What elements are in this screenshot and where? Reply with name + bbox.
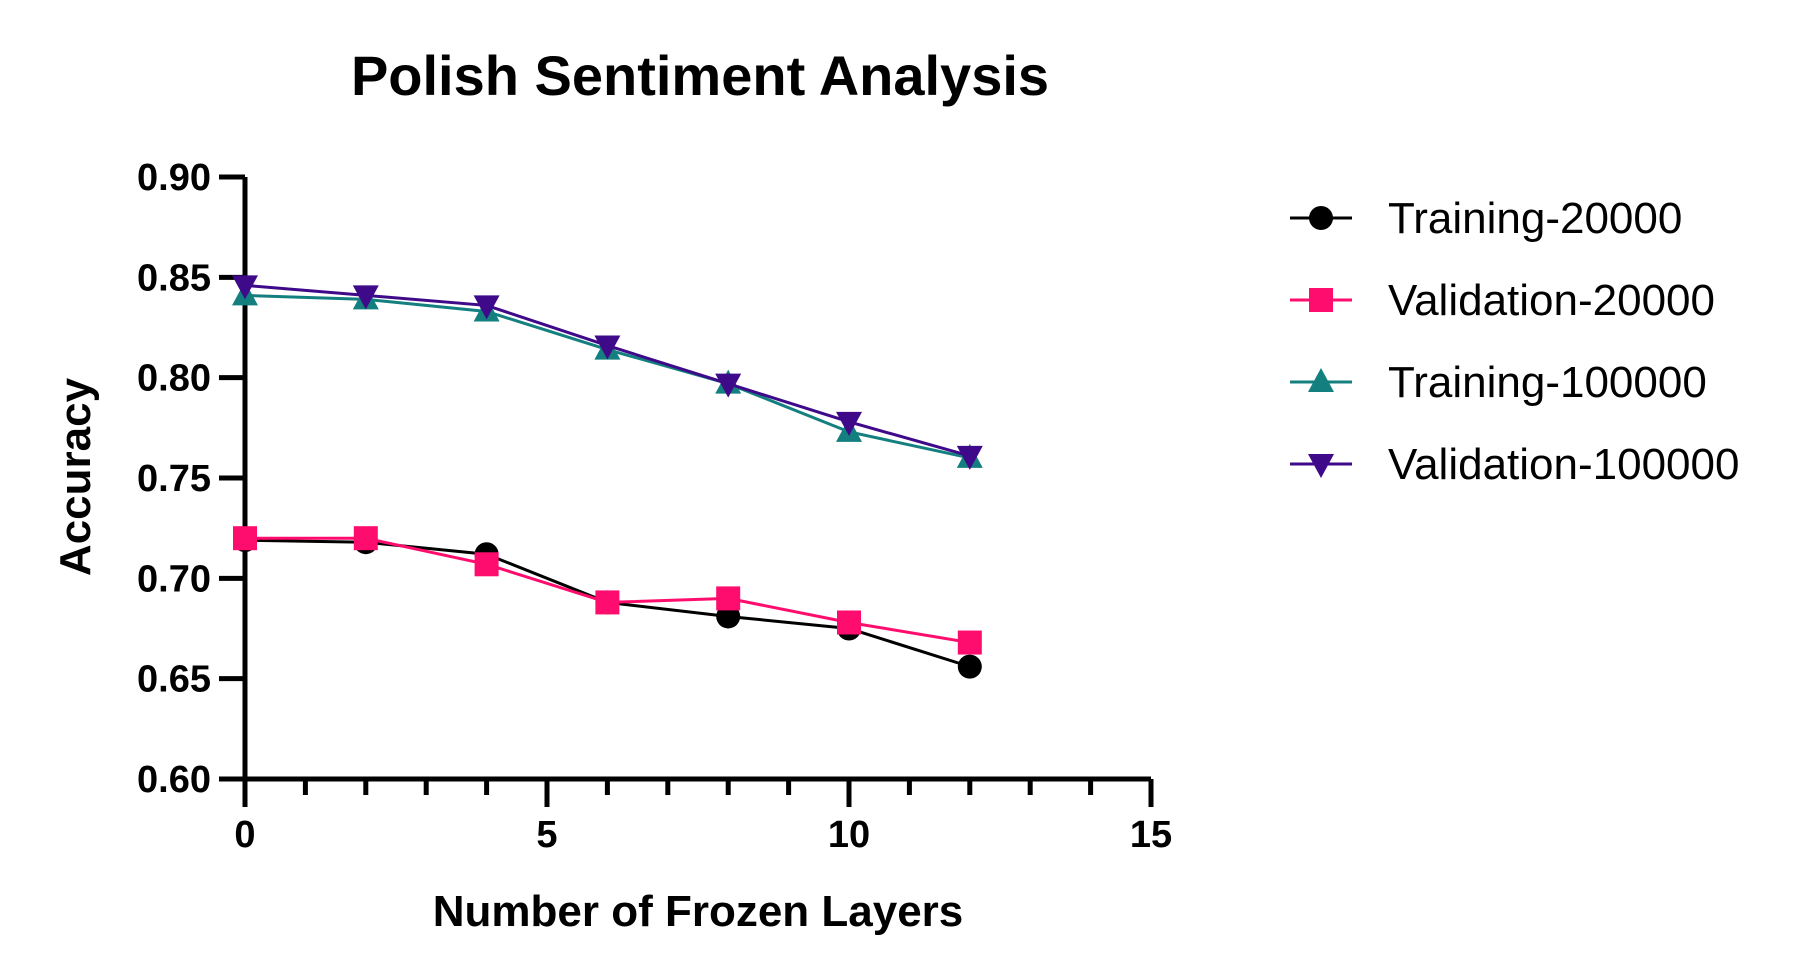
legend-marker (1309, 206, 1333, 230)
legend-marker (1309, 288, 1333, 312)
y-tick-label: 0.75 (137, 458, 211, 500)
data-point (957, 630, 982, 655)
data-point (352, 285, 379, 310)
legend-label: Validation-20000 (1388, 276, 1715, 325)
axes (242, 177, 1151, 782)
series-4 (232, 275, 983, 470)
x-axis-label: Number of Frozen Layers (433, 887, 964, 936)
legend-label: Validation-100000 (1388, 440, 1739, 489)
y-tick-label: 0.80 (137, 358, 211, 400)
data-point (837, 610, 861, 635)
legend-label: Training-20000 (1388, 194, 1682, 243)
legend-item: Validation-20000 (1290, 276, 1715, 325)
x-tick-label: 0 (234, 814, 255, 856)
data-point (957, 654, 982, 679)
y-tick-label: 0.70 (137, 558, 211, 600)
data-point (232, 275, 258, 300)
y-ticks: 0.60 0.65 0.70 0.75 0.80 0.85 0.90 (137, 157, 245, 801)
series-line (245, 536, 971, 645)
legend-item: Training-20000 (1290, 194, 1682, 243)
series-line (244, 293, 971, 460)
data-point (836, 411, 862, 436)
data-point (956, 445, 983, 470)
data-point (594, 335, 621, 360)
series-layer (232, 275, 983, 679)
y-tick-label: 0.65 (137, 659, 211, 701)
legend-item: Training-100000 (1290, 358, 1707, 407)
y-tick-label: 0.90 (137, 157, 211, 199)
data-point (474, 552, 499, 577)
data-point (715, 373, 742, 398)
data-point (716, 586, 741, 611)
legend-marker (1308, 368, 1334, 392)
data-point (595, 590, 620, 615)
legend-item: Validation-100000 (1290, 440, 1739, 489)
chart-title: Polish Sentiment Analysis (351, 44, 1049, 107)
legend-label: Training-100000 (1388, 358, 1707, 407)
legend: Training-20000 Validation-20000 Training-1… (1290, 194, 1739, 489)
data-point (716, 604, 741, 629)
x-tick-label: 10 (828, 814, 870, 856)
series-3 (232, 281, 983, 468)
x-tick-label: 15 (1130, 814, 1172, 856)
y-axis-label: Accuracy (51, 377, 100, 576)
y-tick-label: 0.85 (137, 257, 211, 299)
series-line (244, 283, 971, 458)
series-2 (233, 526, 982, 655)
x-ticks: 0 5 10 15 (234, 779, 1172, 856)
data-point (473, 295, 500, 320)
legend-marker (1308, 454, 1334, 478)
data-point (353, 526, 378, 551)
data-point (233, 526, 257, 551)
x-tick-label: 5 (536, 814, 557, 856)
y-tick-label: 0.60 (137, 759, 211, 801)
